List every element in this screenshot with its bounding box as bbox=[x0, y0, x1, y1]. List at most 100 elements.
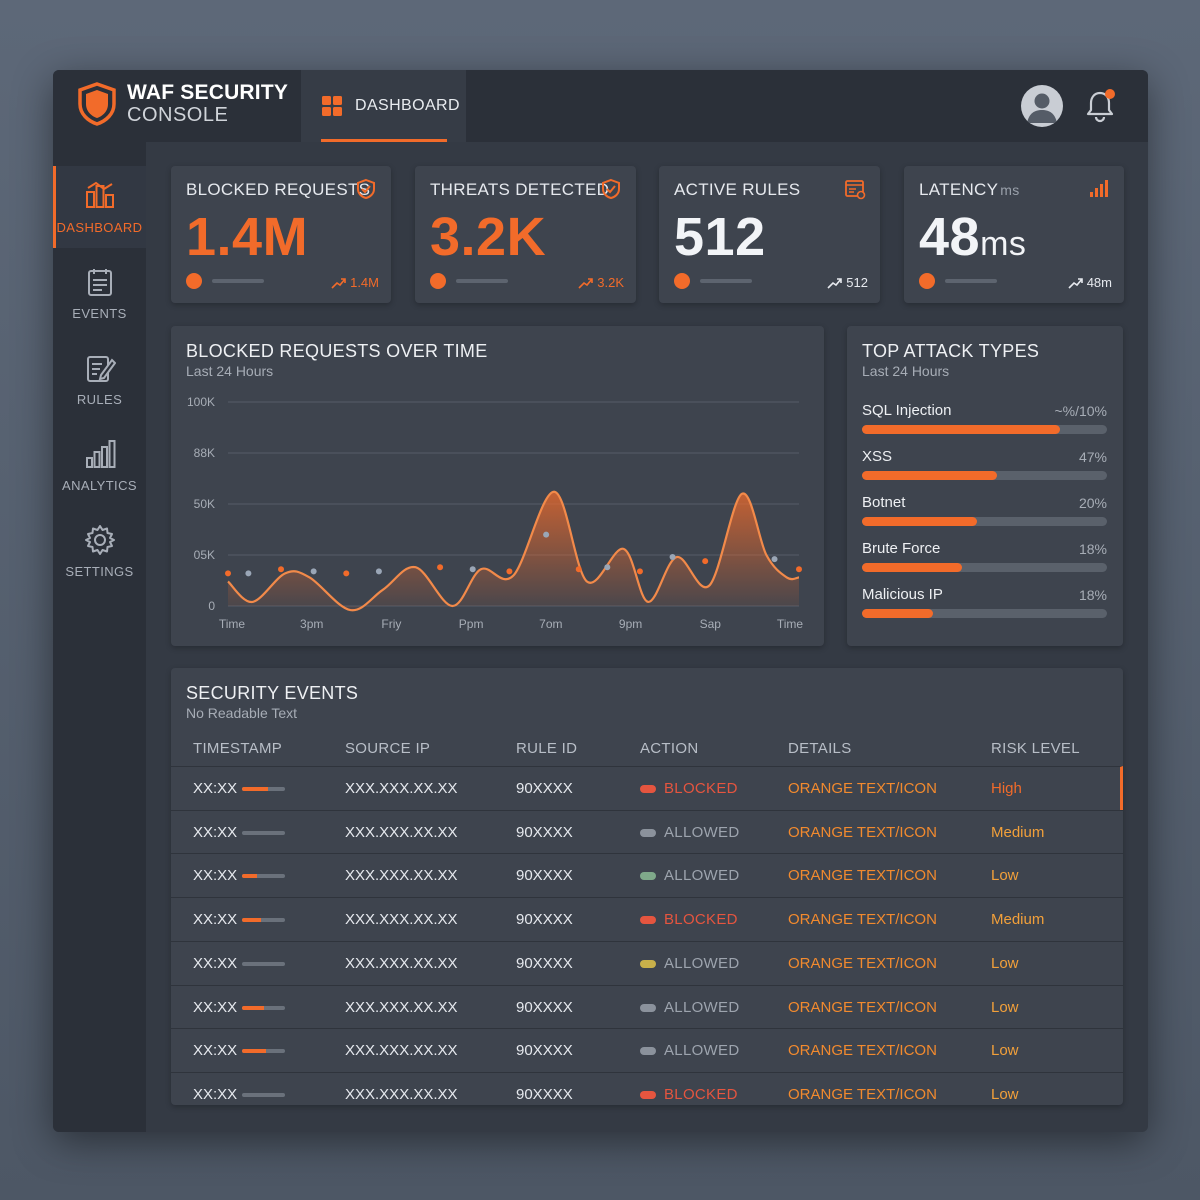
source-ip-cell: XXX.XXX.XX.XX bbox=[345, 780, 458, 797]
table-row[interactable]: XX:XX XXX.XXX.XX.XX 90XXXX BLOCKED ORANGE TE… bbox=[171, 1071, 1123, 1105]
timestamp-cell: XX:XX bbox=[193, 911, 238, 929]
kpi-card-blocked-requests[interactable]: BLOCKED REQUESTS 1.4M 1.4M bbox=[171, 166, 391, 303]
chart-data-point[interactable] bbox=[604, 564, 611, 571]
chart-data-point[interactable] bbox=[636, 568, 643, 575]
kpi-title: LATENCY ms bbox=[919, 180, 1020, 200]
timestamp-cell: XX:XX bbox=[193, 780, 238, 797]
kpi-card-threats-detected[interactable]: THREATS DETECTED 3.2K 3.2K bbox=[415, 166, 636, 303]
table-row[interactable]: XX:XX XXX.XXX.XX.XX 90XXXX ALLOWED ORANGE TE… bbox=[171, 984, 1123, 1029]
timestamp-cell: XX:XX bbox=[193, 823, 238, 841]
chart-data-point[interactable] bbox=[669, 554, 676, 561]
timestamp-bar-fill bbox=[242, 787, 268, 791]
chart-data-point[interactable] bbox=[225, 570, 231, 577]
action-cell: ALLOWED bbox=[664, 954, 740, 972]
trend-up-icon bbox=[1068, 277, 1083, 289]
action-status-icon bbox=[640, 916, 656, 925]
attack-percent: ~%/10% bbox=[1054, 403, 1107, 419]
table-row[interactable]: XX:XX XXX.XXX.XX.XX 90XXXX ALLOWED ORANGE TE… bbox=[171, 1028, 1123, 1072]
kpi-mini-bar bbox=[700, 279, 752, 283]
action-cell: BLOCKED bbox=[664, 1085, 738, 1103]
chart-data-point[interactable] bbox=[375, 568, 382, 575]
chart-data-point[interactable] bbox=[469, 566, 476, 573]
trend-up-icon bbox=[827, 277, 843, 289]
rules-icon bbox=[86, 355, 116, 382]
timestamp-bar-fill bbox=[242, 1005, 264, 1010]
chart-data-point[interactable] bbox=[543, 531, 550, 538]
sidebar-item-label: SETTINGS bbox=[65, 563, 134, 579]
waf-console-window: WAF SECURITY CONSOLE DASHBOARD bbox=[53, 70, 1148, 1132]
brand[interactable]: WAF SECURITY CONSOLE bbox=[77, 82, 288, 126]
column-header-risk-level[interactable]: RISK LEVEL bbox=[991, 740, 1080, 757]
chart-data-point[interactable] bbox=[702, 558, 709, 565]
table-row[interactable]: XX:XX XXX.XXX.XX.XX 90XXXX ALLOWED ORANGE TE… bbox=[171, 853, 1123, 897]
attack-bar-track bbox=[862, 609, 1107, 618]
source-ip-cell: XXX.XXX.XX.XX bbox=[345, 1085, 458, 1103]
sidebar-item-dashboard[interactable]: DASHBOARD bbox=[53, 166, 146, 248]
action-status-icon bbox=[640, 785, 656, 793]
sidebar-item-settings[interactable]: SETTINGS bbox=[53, 510, 146, 592]
tab-dashboard[interactable]: DASHBOARD bbox=[301, 70, 466, 142]
attack-row[interactable]: Malicious IP 18% bbox=[862, 586, 1107, 626]
table-row[interactable]: XX:XX XXX.XXX.XX.XX 90XXXX BLOCKED ORANGE TE… bbox=[171, 897, 1123, 941]
sidebar-item-label: ANALYTICS bbox=[62, 477, 137, 493]
chart-x-tick-label: 9pm bbox=[619, 617, 642, 631]
chart-data-point[interactable] bbox=[245, 570, 252, 577]
avatar[interactable] bbox=[1021, 85, 1063, 127]
action-cell: ALLOWED bbox=[664, 823, 740, 841]
timestamp-bar bbox=[242, 830, 285, 835]
timestamp-cell: XX:XX bbox=[193, 867, 238, 885]
attack-row[interactable]: SQL Injection ~%/10% bbox=[862, 402, 1107, 442]
attack-bar-fill bbox=[862, 517, 978, 526]
kpi-value: 3.2K bbox=[430, 207, 547, 267]
details-cell: ORANGE TEXT/ICON bbox=[788, 1042, 937, 1060]
column-header-details[interactable]: DETAILS bbox=[788, 740, 852, 757]
sidebar-item-rules[interactable]: RULES bbox=[53, 338, 146, 420]
table-header: TIMESTAMP SOURCE IP RULE ID ACTION DETAI… bbox=[171, 740, 1123, 766]
table-row[interactable]: XX:XX XXX.XXX.XX.XX 90XXXX BLOCKED ORANGE TE… bbox=[171, 766, 1123, 810]
timestamp-bar bbox=[242, 1092, 285, 1097]
action-status-icon bbox=[640, 1047, 656, 1056]
sidebar-item-events[interactable]: EVENTS bbox=[53, 252, 146, 334]
sidebar-item-analytics[interactable]: ANALYTICS bbox=[53, 424, 146, 506]
blocked-requests-area-chart[interactable]: Time 3pm Friy Ppm 7om 9pm Sap Time 0 05K 50K 88K 10… bbox=[171, 326, 824, 646]
kpi-title: BLOCKED REQUESTS bbox=[186, 180, 371, 199]
user-icon bbox=[1027, 93, 1057, 123]
grid-icon bbox=[322, 96, 342, 116]
attack-name: Brute Force bbox=[862, 540, 941, 557]
chart-series-line[interactable] bbox=[227, 490, 800, 612]
chart-data-point[interactable] bbox=[796, 566, 802, 573]
column-header-timestamp[interactable]: TIMESTAMP bbox=[193, 740, 283, 757]
attack-percent: 18% bbox=[1078, 587, 1107, 603]
bell-icon[interactable] bbox=[1083, 87, 1117, 123]
chart-data-point[interactable] bbox=[278, 566, 285, 573]
action-status-icon bbox=[640, 1090, 656, 1099]
chart-data-point[interactable] bbox=[575, 566, 582, 573]
kpi-value: 48ms bbox=[919, 206, 1026, 268]
chart-data-point[interactable] bbox=[437, 564, 444, 571]
action-status-icon bbox=[640, 959, 656, 968]
kpi-card-latency[interactable]: LATENCY ms 48ms 48m bbox=[904, 166, 1124, 303]
chart-x-tick-label: Ppm bbox=[459, 617, 484, 631]
attack-name: Malicious IP bbox=[862, 586, 943, 603]
timestamp-bar bbox=[242, 961, 285, 966]
attack-row[interactable]: Brute Force 18% bbox=[862, 540, 1107, 580]
table-row[interactable]: XX:XX XXX.XXX.XX.XX 90XXXX ALLOWED ORANGE TE… bbox=[171, 940, 1123, 985]
kpi-card-active-rules[interactable]: ACTIVE RULES 512 512 bbox=[659, 166, 880, 303]
chart-y-tick-label: 100K bbox=[187, 395, 215, 409]
table-row[interactable]: XX:XX XXX.XXX.XX.XX 90XXXX ALLOWED ORANGE TE… bbox=[171, 809, 1123, 854]
attack-bar-track bbox=[862, 563, 1107, 572]
attack-row[interactable]: XSS 47% bbox=[862, 448, 1107, 488]
column-header-action[interactable]: ACTION bbox=[640, 740, 699, 757]
kpi-trend: 3.2K bbox=[578, 275, 624, 290]
chart-y-tick-label: 05K bbox=[194, 548, 215, 562]
chart-data-point[interactable] bbox=[771, 556, 778, 563]
chart-data-point[interactable] bbox=[506, 568, 513, 575]
action-cell: BLOCKED bbox=[664, 911, 738, 929]
chart-data-point[interactable] bbox=[343, 570, 350, 577]
column-header-rule-id[interactable]: RULE ID bbox=[516, 740, 578, 757]
attack-percent: 47% bbox=[1078, 449, 1107, 465]
chart-data-point[interactable] bbox=[310, 568, 317, 575]
details-cell: ORANGE TEXT/ICON bbox=[788, 954, 937, 972]
attack-row[interactable]: Botnet 20% bbox=[862, 494, 1107, 534]
column-header-source-ip[interactable]: SOURCE IP bbox=[345, 740, 431, 757]
